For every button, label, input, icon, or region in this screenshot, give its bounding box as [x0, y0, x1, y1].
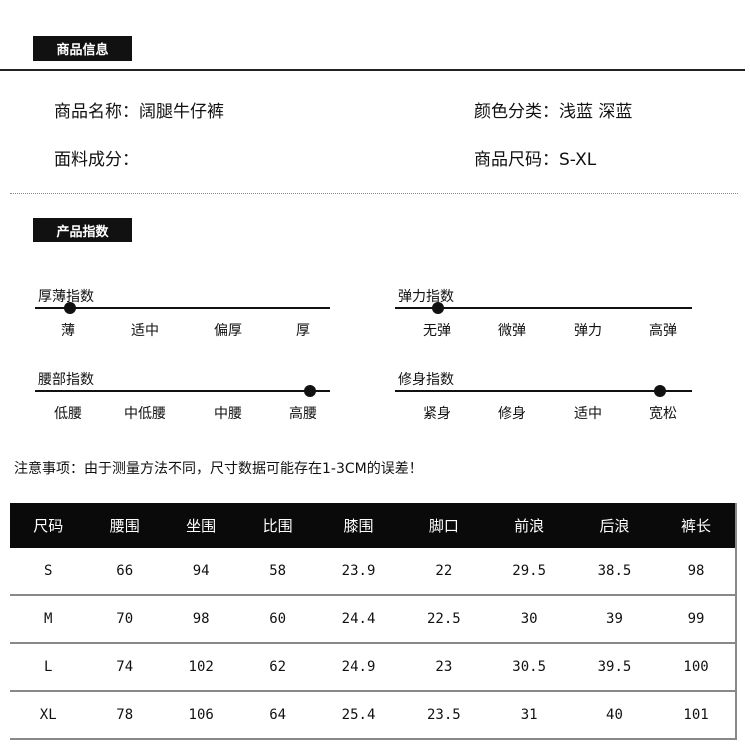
table-cell: 98: [657, 548, 736, 596]
table-cell: 23.5: [401, 691, 487, 740]
table-cell: S: [10, 548, 87, 596]
slider-label: 修身: [498, 406, 526, 422]
slider-track: [395, 390, 692, 392]
size-table: 尺码 腰围 坐围 比围 膝围 脚口 前浪 后浪 裤长 S 66 94 58 23.9 22 29.5 38.5…: [10, 503, 737, 740]
product-index-tag: 产品指数: [33, 218, 132, 242]
column-header: 前浪: [486, 503, 572, 548]
slider-marker: [654, 385, 666, 397]
table-cell: 99: [657, 595, 736, 644]
slider-marker: [64, 302, 76, 314]
table-header-row: 尺码 腰围 坐围 比围 膝围 脚口 前浪 后浪 裤长: [10, 503, 736, 548]
table-cell: 100: [657, 643, 736, 692]
table-cell: 78: [86, 691, 163, 740]
table-cell: M: [10, 595, 87, 644]
table-cell: 66: [86, 548, 163, 596]
product-name: 商品名称：阔腿牛仔裤: [54, 102, 224, 122]
table-cell: 30.5: [486, 643, 572, 692]
table-cell: 106: [162, 691, 240, 740]
slider-title: 修身指数: [398, 372, 454, 388]
slider-label: 低腰: [54, 406, 82, 422]
slider-label: 薄: [61, 323, 75, 339]
column-header: 尺码: [10, 503, 87, 548]
slider-label: 中低腰: [124, 406, 166, 422]
table-cell: 23.9: [315, 548, 402, 596]
slider-label: 偏厚: [214, 323, 242, 339]
slider-title: 厚薄指数: [38, 289, 94, 305]
column-header: 腰围: [86, 503, 163, 548]
table-cell: 22: [401, 548, 487, 596]
table-cell: 58: [239, 548, 316, 596]
table-cell: 94: [162, 548, 240, 596]
slider-label: 微弹: [498, 323, 526, 339]
slider-title: 腰部指数: [38, 372, 94, 388]
table-cell: 39: [571, 595, 658, 644]
column-header: 坐围: [162, 503, 240, 548]
table-cell: 62: [239, 643, 316, 692]
column-header: 脚口: [401, 503, 487, 548]
table-cell: 31: [486, 691, 572, 740]
divider: [0, 69, 745, 71]
table-cell: L: [10, 643, 87, 692]
table-cell: 38.5: [571, 548, 658, 596]
table-cell: 64: [239, 691, 316, 740]
column-header: 后浪: [571, 503, 658, 548]
table-row: L 74 102 62 24.9 23 30.5 39.5 100: [10, 643, 736, 692]
table-cell: 101: [657, 691, 736, 740]
slider-label: 紧身: [423, 406, 451, 422]
slider-track: [35, 390, 330, 392]
table-cell: 39.5: [571, 643, 658, 692]
slider-label: 中腰: [214, 406, 242, 422]
table-cell: 25.4: [315, 691, 402, 740]
slider-label: 适中: [574, 406, 602, 422]
slider-label: 厚: [296, 323, 310, 339]
table-row: XL 78 106 64 25.4 23.5 31 40 101: [10, 691, 736, 740]
slider-label: 适中: [131, 323, 159, 339]
product-fabric: 面料成分：: [54, 150, 139, 170]
table-cell: 24.9: [315, 643, 402, 692]
table-cell: 24.4: [315, 595, 402, 644]
slider-marker: [304, 385, 316, 397]
table-cell: 98: [162, 595, 240, 644]
slider-label: 弹力: [574, 323, 602, 339]
measurement-note: 注意事项：由于测量方法不同，尺寸数据可能存在1-3CM的误差！: [14, 461, 423, 477]
dotted-divider: [10, 193, 738, 194]
slider-label: 无弹: [423, 323, 451, 339]
slider-marker: [432, 302, 444, 314]
slider-track: [35, 307, 330, 309]
table-cell: 29.5: [486, 548, 572, 596]
product-info-tag: 商品信息: [33, 36, 132, 61]
table-cell: XL: [10, 691, 87, 740]
slider-title: 弹力指数: [398, 289, 454, 305]
slider-label: 宽松: [649, 406, 677, 422]
column-header: 膝围: [315, 503, 402, 548]
table-row: M 70 98 60 24.4 22.5 30 39 99: [10, 595, 736, 644]
slider-label: 高腰: [289, 406, 317, 422]
table-cell: 102: [162, 643, 240, 692]
table-cell: 23: [401, 643, 487, 692]
table-cell: 70: [86, 595, 163, 644]
slider-label: 高弹: [649, 323, 677, 339]
table-cell: 22.5: [401, 595, 487, 644]
table-cell: 60: [239, 595, 316, 644]
product-color: 颜色分类：浅蓝 深蓝: [474, 102, 633, 122]
product-size: 商品尺码：S-XL: [474, 150, 597, 170]
table-row: S 66 94 58 23.9 22 29.5 38.5 98: [10, 548, 736, 596]
table-cell: 40: [571, 691, 658, 740]
table-cell: 74: [86, 643, 163, 692]
slider-track: [395, 307, 692, 309]
table-cell: 30: [486, 595, 572, 644]
column-header: 裤长: [657, 503, 736, 548]
column-header: 比围: [239, 503, 316, 548]
